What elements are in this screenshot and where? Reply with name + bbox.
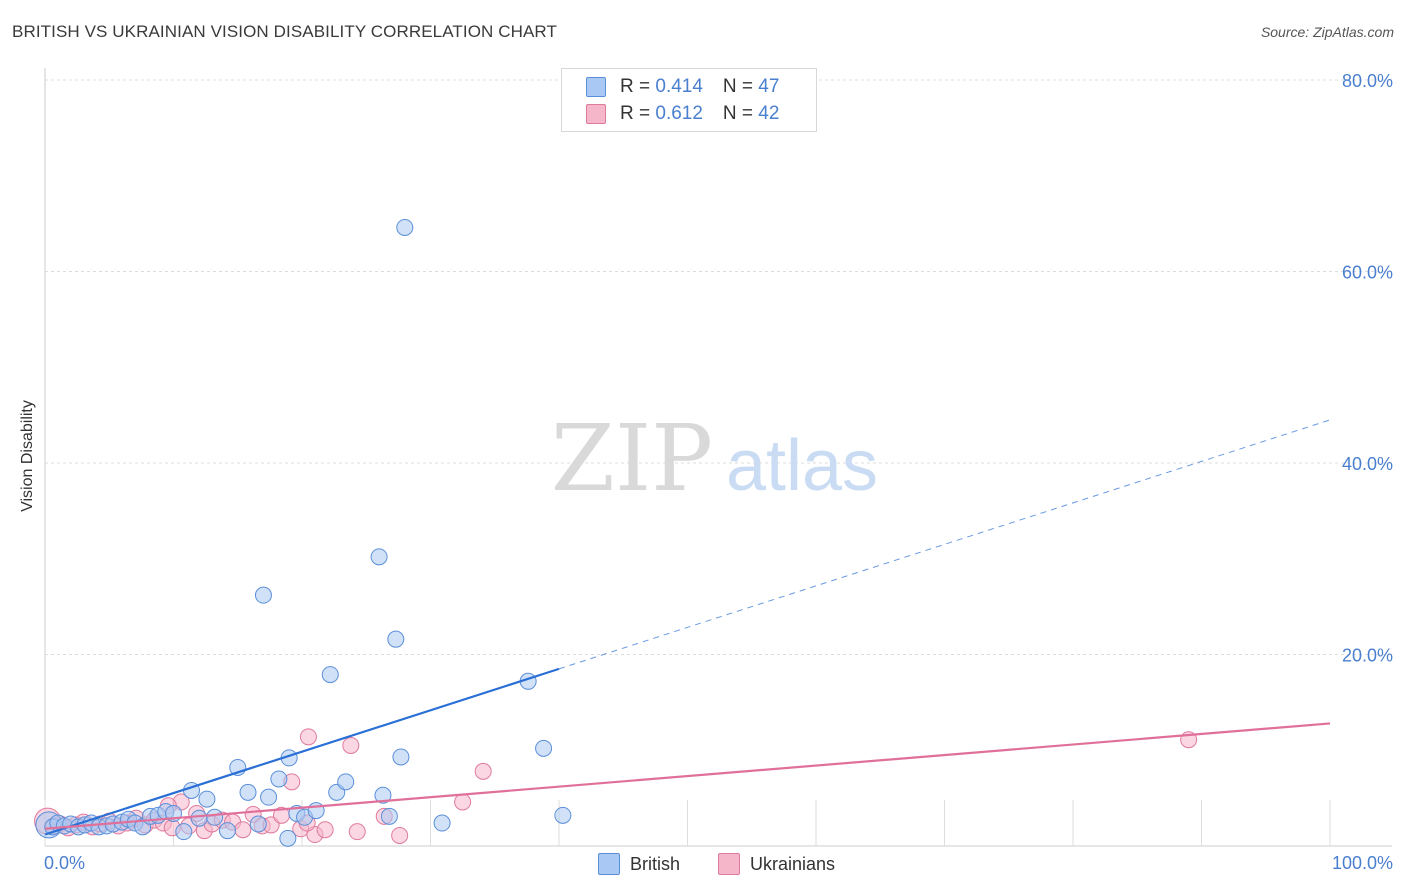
legend-row-ukrainian: R = 0.612 N = 42: [586, 102, 780, 126]
legend-swatch-ukrainian: [718, 853, 740, 875]
ukrainian-point: [342, 736, 360, 754]
x-tick-label: 0.0%: [44, 853, 85, 873]
watermark-atlas: atlas: [726, 426, 878, 506]
ukrainian-trend-line: [44, 722, 1331, 830]
legend-n-label: N =: [722, 76, 759, 97]
ukrainian-point: [454, 793, 472, 811]
british-point: [392, 748, 410, 766]
british-point: [387, 630, 405, 648]
y-tick-label: 20.0%: [1342, 646, 1393, 666]
ukrainian-points: [34, 728, 1198, 844]
y-tick-label: 60.0%: [1342, 263, 1393, 283]
british-point: [270, 770, 288, 788]
british-point: [307, 802, 325, 820]
ukrainian-point: [474, 762, 492, 780]
legend-swatch-british: [598, 853, 620, 875]
british-point: [374, 786, 392, 804]
ukrainian-point: [391, 826, 409, 844]
ukrainian-point: [316, 821, 334, 839]
british-point: [370, 548, 388, 566]
british-point: [535, 739, 553, 757]
british-point: [218, 822, 236, 840]
watermark-zip: ZIP: [551, 405, 713, 512]
legend-n-label: N =: [722, 103, 759, 124]
ukrainian-point: [234, 821, 252, 839]
british-point: [380, 807, 398, 825]
x-axis-tick-labels: 0.0% 100.0%: [44, 853, 1393, 873]
legend-r-value-british: 0.414: [655, 76, 703, 97]
british-point: [190, 809, 208, 827]
british-point: [254, 586, 272, 604]
y-axis-label: Vision Disability: [19, 400, 36, 512]
x-tick-label: 100.0%: [1332, 853, 1393, 873]
british-point: [433, 814, 451, 832]
legend-r-value-ukrainian: 0.612: [655, 103, 703, 124]
legend-n-value-british: 47: [758, 76, 780, 97]
legend-n-value-ukrainian: 42: [758, 103, 780, 124]
watermark: ZIP atlas: [551, 405, 878, 512]
legend-swatch-ukrainian: [586, 104, 606, 124]
ukrainian-point: [299, 728, 317, 746]
british-point: [260, 788, 278, 806]
british-point: [279, 829, 297, 847]
y-tick-label: 80.0%: [1342, 71, 1393, 91]
legend-r-label: R =: [620, 103, 656, 124]
stats-legend: R = 0.414 N = 47 R = 0.612 N = 42: [561, 68, 817, 132]
legend-label-british: British: [630, 853, 681, 874]
ukrainian-point: [348, 823, 366, 841]
british-point: [239, 783, 257, 801]
british-point: [554, 806, 572, 824]
british-point: [396, 218, 414, 236]
y-tick-label: 40.0%: [1342, 454, 1393, 474]
british-point: [249, 815, 267, 833]
british-point: [198, 790, 216, 808]
british-point: [206, 808, 224, 826]
legend-r-label: R =: [620, 76, 656, 97]
british-trend-extension: [558, 419, 1331, 670]
british-point: [321, 666, 339, 684]
series-legend: British Ukrainians: [0, 852, 1406, 878]
legend-label-ukrainians: Ukrainians: [750, 853, 836, 874]
british-point: [175, 823, 193, 841]
legend-swatch-british: [586, 77, 606, 97]
trend-lines: [44, 419, 1331, 836]
legend-item-british[interactable]: British: [598, 852, 680, 876]
british-point: [337, 773, 355, 791]
y-axis-tick-labels: 20.0% 40.0% 60.0% 80.0%: [1342, 71, 1393, 666]
legend-item-ukrainians[interactable]: Ukrainians: [718, 852, 835, 876]
legend-row-british: R = 0.414 N = 47: [586, 75, 780, 99]
gridlines: [44, 68, 1392, 847]
british-trend-line: [44, 667, 560, 836]
source-label: Source: ZipAtlas.com: [1260, 24, 1394, 40]
chart-title: BRITISH VS UKRAINIAN VISION DISABILITY C…: [12, 22, 557, 41]
